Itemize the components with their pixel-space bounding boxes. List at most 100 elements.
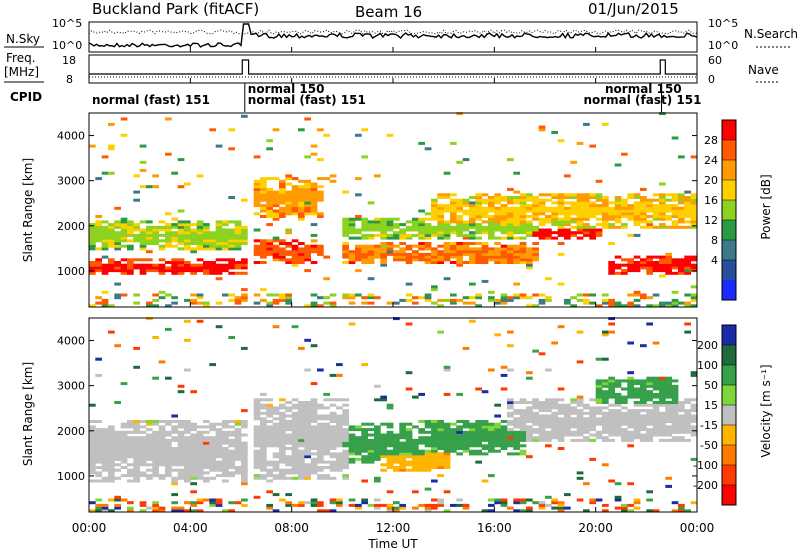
heatmap-cell	[291, 430, 299, 434]
heatmap-cell	[298, 193, 305, 197]
heatmap-cell	[532, 252, 539, 256]
heatmap-cell	[228, 463, 235, 467]
heatmap-cell	[323, 430, 330, 434]
heatmap-cell	[177, 242, 185, 245]
heatmap-cell	[298, 255, 305, 259]
heatmap-cell	[475, 304, 482, 308]
heatmap-cell	[513, 444, 520, 448]
heatmap-cell	[418, 460, 425, 464]
heatmap-cell	[285, 463, 292, 467]
heatmap-cell	[380, 441, 387, 445]
heatmap-cell	[393, 252, 400, 256]
heatmap-cell	[602, 330, 609, 334]
heatmap-cell	[165, 304, 172, 308]
heatmap-cell	[500, 198, 508, 202]
heatmap-cell	[209, 452, 216, 456]
heatmap-cell	[291, 398, 299, 402]
heatmap-cell	[412, 506, 419, 510]
heatmap-cell	[152, 430, 159, 434]
heatmap-cell	[614, 204, 622, 208]
heatmap-cell	[127, 263, 134, 267]
heatmap-cell	[367, 447, 375, 450]
heatmap-cell	[253, 252, 261, 256]
heatmap-cell	[627, 341, 634, 345]
colorbar-segment	[722, 325, 736, 346]
heatmap-cell	[551, 236, 558, 240]
heatmap-cell	[222, 239, 229, 243]
heatmap-cell	[564, 406, 571, 410]
heatmap-cell	[139, 463, 147, 467]
heatmap-cell	[456, 228, 463, 232]
colorbar-segment	[722, 200, 736, 221]
heatmap-cell	[437, 252, 444, 256]
heatmap-cell	[152, 433, 159, 437]
heatmap-cell	[279, 209, 286, 213]
heatmap-cell	[190, 474, 197, 478]
heatmap-cell	[127, 266, 134, 270]
heatmap-cell	[405, 293, 413, 297]
heatmap-cell	[222, 293, 229, 297]
heatmap-cell	[234, 225, 242, 229]
heatmap-cell	[386, 247, 394, 251]
heatmap-cell	[437, 428, 444, 432]
heatmap-cell	[557, 387, 565, 391]
heatmap-cell	[652, 406, 660, 410]
heatmap-cell	[684, 430, 691, 434]
heatmap-cell	[329, 463, 337, 467]
heatmap-cell	[133, 452, 140, 456]
heatmap-cell	[298, 346, 305, 350]
heatmap-cell	[507, 228, 514, 232]
heatmap-cell	[374, 457, 381, 461]
heatmap-cell	[177, 185, 185, 189]
heatmap-cell	[361, 261, 368, 264]
heatmap-cell	[412, 452, 419, 456]
heatmap-cell	[108, 122, 115, 126]
heatmap-cell	[133, 449, 140, 453]
heatmap-cell	[101, 444, 109, 448]
heatmap-cell	[602, 420, 609, 423]
heatmap-cell	[184, 223, 191, 227]
heatmap-cell	[507, 441, 514, 445]
heatmap-cell	[488, 206, 495, 210]
heatmap-cell	[89, 466, 96, 469]
heatmap-cell	[570, 430, 577, 434]
heatmap-cell	[690, 457, 698, 461]
heatmap-cell	[405, 261, 413, 264]
heatmap-cell	[500, 296, 508, 300]
heatmap-cell	[640, 409, 647, 413]
heatmap-cell	[475, 261, 482, 264]
heatmap-cell	[583, 225, 590, 229]
heatmap-cell	[304, 417, 311, 421]
heatmap-cell	[260, 179, 267, 183]
heatmap-cell	[241, 293, 248, 297]
heatmap-cell	[481, 452, 489, 456]
heatmap-cell	[272, 460, 280, 464]
heatmap-cell	[646, 422, 653, 426]
heatmap-cell	[595, 179, 603, 183]
heatmap-cell	[177, 474, 185, 478]
heatmap-cell	[526, 417, 533, 421]
heatmap-cell	[437, 204, 444, 208]
heatmap-cell	[361, 457, 368, 461]
heatmap-cell	[494, 301, 501, 305]
heatmap-cell	[418, 463, 425, 467]
heatmap-cell	[671, 258, 679, 262]
heatmap-cell	[304, 501, 311, 505]
heatmap-cell	[393, 449, 400, 453]
heatmap-cell	[557, 425, 565, 429]
heatmap-cell	[367, 428, 375, 432]
heatmap-cell	[500, 255, 508, 259]
heatmap-cell	[475, 212, 482, 216]
heatmap-cell	[380, 463, 387, 467]
heatmap-cell	[418, 428, 425, 432]
heatmap-cell	[260, 420, 267, 423]
heatmap-cell	[412, 220, 419, 224]
heatmap-cell	[583, 217, 590, 221]
heatmap-cell	[272, 409, 280, 413]
heatmap-cell	[139, 185, 147, 189]
heatmap-cell	[241, 466, 248, 469]
heatmap-cell	[380, 223, 387, 227]
heatmap-cell	[519, 417, 527, 421]
heatmap-cell	[551, 403, 558, 407]
heatmap-cell	[241, 263, 248, 267]
